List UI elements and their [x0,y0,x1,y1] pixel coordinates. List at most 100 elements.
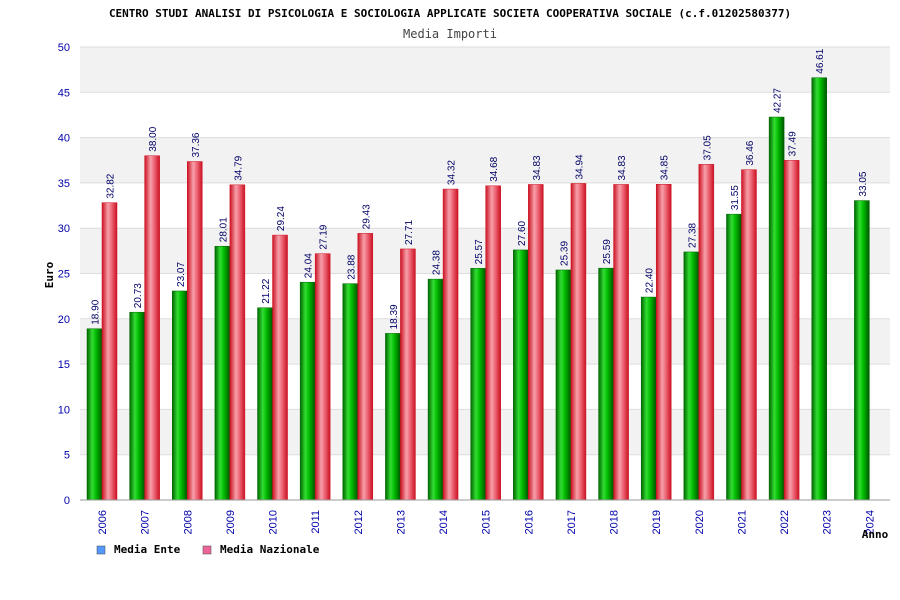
x-tick-label: 2008 [182,510,194,534]
x-axis-label: Anno [862,528,889,541]
bar-media-nazionale [272,234,288,501]
data-label: 32.82 [106,173,117,198]
y-tick-label: 50 [58,42,70,54]
data-label: 23.88 [346,254,357,279]
x-tick-label: 2006 [97,510,109,534]
x-tick-label: 2015 [481,510,493,534]
data-label: 20.73 [133,283,144,308]
bar-media-ente [854,200,870,501]
data-label: 29.24 [276,206,287,231]
bar-media-ente [470,268,486,501]
data-label: 31.55 [730,185,741,210]
data-label: 34.83 [617,155,628,180]
data-label: 34.83 [532,155,543,180]
bar-media-nazionale [528,184,544,501]
data-label: 21.22 [261,278,272,303]
x-tick-label: 2022 [779,510,791,534]
bar-media-ente [86,328,103,501]
x-tick-label: 2020 [694,510,706,534]
x-tick-label: 2011 [310,510,322,534]
data-label: 34.79 [233,155,244,180]
bar-media-nazionale [485,185,501,501]
x-tick-label: 2013 [395,510,407,534]
data-label: 24.04 [304,253,315,278]
legend-label-ente: Media Ente [114,543,181,556]
data-label: 28.01 [218,217,229,242]
x-tick-label: 2010 [268,510,280,534]
x-tick-label: 2018 [609,510,621,534]
bar-media-ente [513,249,529,501]
data-label: 29.43 [361,204,372,229]
data-label: 34.94 [574,154,585,179]
x-tick-label: 2017 [566,510,578,534]
x-tick-label: 2019 [651,510,663,534]
data-label: 24.38 [432,250,443,275]
bar-media-nazionale [357,233,374,501]
bar-media-nazionale [613,184,629,501]
y-tick-label: 30 [58,223,70,235]
bar-media-ente [385,333,401,501]
y-tick-label: 25 [58,269,70,281]
y-tick-label: 40 [58,133,70,145]
y-tick-label: 45 [58,87,70,99]
x-tick-label: 2023 [822,510,834,534]
data-label: 27.38 [687,222,698,247]
bar-media-ente [726,213,742,501]
data-label: 37.05 [702,135,713,160]
bar-media-ente [129,311,145,501]
x-tick-label: 2007 [140,510,152,534]
bar-media-ente [811,77,827,501]
grid-band [80,92,890,138]
data-label: 22.40 [645,268,656,293]
bar-media-nazionale [442,188,459,501]
bar-media-ente [555,269,572,501]
data-label: 27.71 [404,219,415,244]
x-tick-label: 2024 [864,510,876,534]
bar-media-nazionale [570,183,587,501]
y-tick-label: 5 [64,450,70,462]
data-label: 27.19 [319,224,330,249]
bar-media-ente [598,267,614,501]
bar-media-nazionale [229,184,246,501]
data-label: 34.68 [489,156,500,181]
bar-media-nazionale [741,169,757,501]
data-label: 36.46 [745,140,756,165]
data-label: 38.00 [148,126,159,151]
bar-media-ente [257,307,273,501]
bar-media-ente [299,281,316,501]
bar-media-ente [214,245,231,501]
bar-media-ente [342,283,359,501]
bar-media-nazionale [187,161,203,501]
bar-media-nazionale [783,160,800,501]
x-tick-label: 2009 [225,510,237,534]
y-tick-label: 15 [58,359,70,371]
chart-subtitle: Media Importi [403,27,497,41]
legend-label-nazionale: Media Nazionale [220,543,320,556]
y-tick-label: 0 [64,495,70,507]
data-label: 42.27 [773,88,784,113]
bar-media-ente [640,296,657,501]
data-label: 18.90 [91,299,102,324]
data-label: 34.85 [660,155,671,180]
bars [86,77,870,501]
data-label: 37.36 [191,132,202,157]
y-tick-label: 35 [58,178,70,190]
grid-band [80,47,890,93]
bar-media-nazionale [314,253,331,501]
y-axis-ticks: 0 5 10 15 20 25 30 35 40 45 50 [58,42,70,507]
x-tick-label: 2016 [523,510,535,534]
data-label: 23.07 [176,262,187,287]
data-label: 27.60 [517,220,528,245]
y-tick-label: 20 [58,314,70,326]
data-label: 46.61 [815,48,826,73]
y-axis-label: Euro [43,261,56,288]
bar-media-ente [427,278,444,501]
data-label: 34.32 [447,160,458,185]
x-tick-label: 2014 [438,510,450,534]
bar-media-nazionale [655,184,672,501]
bar-media-ente [683,251,700,501]
bar-media-ente [172,290,188,501]
bar-media-ente [768,116,785,501]
x-axis-ticks: 2006 2007 2008 2009 2010 2011 2012 2013 2014 2015… [97,510,876,534]
